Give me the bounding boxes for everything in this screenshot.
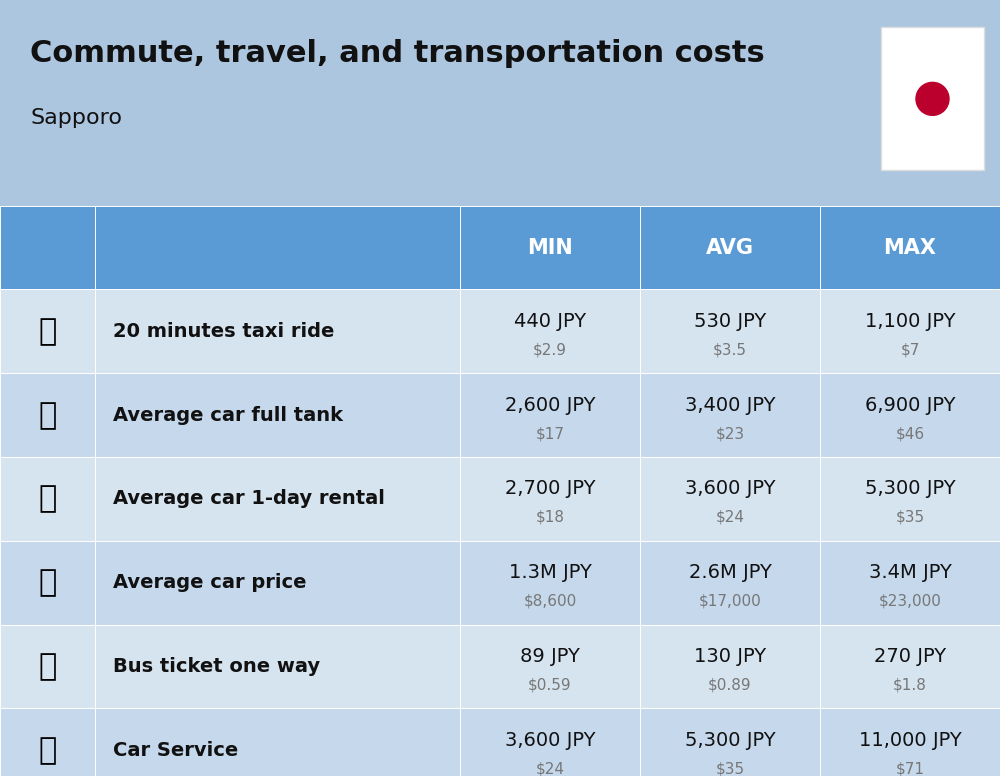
Text: $3.5: $3.5 <box>713 342 747 357</box>
Text: 3,400 JPY: 3,400 JPY <box>685 396 775 414</box>
FancyBboxPatch shape <box>460 289 640 373</box>
Text: $0.59: $0.59 <box>528 677 572 692</box>
Text: 1,100 JPY: 1,100 JPY <box>865 312 955 331</box>
Text: 🚕: 🚕 <box>38 317 57 346</box>
FancyBboxPatch shape <box>0 541 95 625</box>
Text: $24: $24 <box>535 761 564 776</box>
Text: 🚗: 🚗 <box>38 568 57 598</box>
Text: $35: $35 <box>895 510 925 525</box>
FancyBboxPatch shape <box>95 373 460 457</box>
Text: Sapporo: Sapporo <box>30 108 122 128</box>
Text: 2,700 JPY: 2,700 JPY <box>505 480 595 498</box>
Text: MAX: MAX <box>883 237 936 258</box>
Text: Commute, travel, and transportation costs: Commute, travel, and transportation cost… <box>30 39 765 68</box>
Text: $24: $24 <box>715 510 744 525</box>
Text: $1.8: $1.8 <box>893 677 927 692</box>
Text: Car Service: Car Service <box>113 741 238 760</box>
Text: 3,600 JPY: 3,600 JPY <box>505 731 595 750</box>
Text: 270 JPY: 270 JPY <box>874 647 946 666</box>
Text: $2.9: $2.9 <box>533 342 567 357</box>
FancyBboxPatch shape <box>640 541 820 625</box>
FancyBboxPatch shape <box>0 289 95 373</box>
FancyBboxPatch shape <box>820 289 1000 373</box>
FancyBboxPatch shape <box>460 206 640 289</box>
Text: 530 JPY: 530 JPY <box>694 312 766 331</box>
Text: MIN: MIN <box>527 237 573 258</box>
Text: Bus ticket one way: Bus ticket one way <box>113 657 320 676</box>
Text: $71: $71 <box>895 761 924 776</box>
FancyBboxPatch shape <box>640 206 820 289</box>
FancyBboxPatch shape <box>640 625 820 708</box>
FancyBboxPatch shape <box>640 373 820 457</box>
Text: $46: $46 <box>895 426 925 441</box>
FancyBboxPatch shape <box>95 289 460 373</box>
FancyBboxPatch shape <box>95 625 460 708</box>
FancyBboxPatch shape <box>0 206 95 289</box>
Text: 3,600 JPY: 3,600 JPY <box>685 480 775 498</box>
Text: 🚙: 🚙 <box>38 484 57 514</box>
Text: 1.3M JPY: 1.3M JPY <box>509 563 591 582</box>
FancyBboxPatch shape <box>0 708 95 776</box>
FancyBboxPatch shape <box>95 206 460 289</box>
Text: 5,300 JPY: 5,300 JPY <box>685 731 775 750</box>
Text: 2.6M JPY: 2.6M JPY <box>689 563 771 582</box>
FancyBboxPatch shape <box>95 457 460 541</box>
Text: $23,000: $23,000 <box>879 594 941 608</box>
Text: Average car full tank: Average car full tank <box>113 406 343 424</box>
Text: Average car price: Average car price <box>113 573 306 592</box>
Text: AVG: AVG <box>706 237 754 258</box>
Text: $18: $18 <box>535 510 564 525</box>
Text: 5,300 JPY: 5,300 JPY <box>865 480 955 498</box>
Text: $35: $35 <box>715 761 745 776</box>
FancyBboxPatch shape <box>460 708 640 776</box>
FancyBboxPatch shape <box>640 708 820 776</box>
Text: $17: $17 <box>535 426 564 441</box>
Text: 20 minutes taxi ride: 20 minutes taxi ride <box>113 322 334 341</box>
Text: 11,000 JPY: 11,000 JPY <box>859 731 961 750</box>
FancyBboxPatch shape <box>640 457 820 541</box>
FancyBboxPatch shape <box>0 625 95 708</box>
FancyBboxPatch shape <box>820 206 1000 289</box>
Text: 2,600 JPY: 2,600 JPY <box>505 396 595 414</box>
FancyBboxPatch shape <box>460 625 640 708</box>
FancyBboxPatch shape <box>820 541 1000 625</box>
Text: $0.89: $0.89 <box>708 677 752 692</box>
Text: 89 JPY: 89 JPY <box>520 647 580 666</box>
Text: Average car 1-day rental: Average car 1-day rental <box>113 490 385 508</box>
Text: 440 JPY: 440 JPY <box>514 312 586 331</box>
FancyBboxPatch shape <box>460 457 640 541</box>
Ellipse shape <box>916 82 949 116</box>
Text: 🔧: 🔧 <box>38 736 57 765</box>
FancyBboxPatch shape <box>460 373 640 457</box>
FancyBboxPatch shape <box>820 708 1000 776</box>
FancyBboxPatch shape <box>460 541 640 625</box>
Text: $8,600: $8,600 <box>523 594 577 608</box>
FancyBboxPatch shape <box>95 541 460 625</box>
Text: 🚌: 🚌 <box>38 652 57 681</box>
Text: 6,900 JPY: 6,900 JPY <box>865 396 955 414</box>
Text: $23: $23 <box>715 426 745 441</box>
FancyBboxPatch shape <box>881 27 984 171</box>
FancyBboxPatch shape <box>0 373 95 457</box>
FancyBboxPatch shape <box>640 289 820 373</box>
FancyBboxPatch shape <box>820 373 1000 457</box>
Text: $17,000: $17,000 <box>699 594 761 608</box>
Text: ⛽: ⛽ <box>38 400 57 430</box>
FancyBboxPatch shape <box>820 625 1000 708</box>
FancyBboxPatch shape <box>0 457 95 541</box>
Text: $7: $7 <box>900 342 920 357</box>
FancyBboxPatch shape <box>820 457 1000 541</box>
FancyBboxPatch shape <box>95 708 460 776</box>
Text: 130 JPY: 130 JPY <box>694 647 766 666</box>
Text: 3.4M JPY: 3.4M JPY <box>869 563 951 582</box>
